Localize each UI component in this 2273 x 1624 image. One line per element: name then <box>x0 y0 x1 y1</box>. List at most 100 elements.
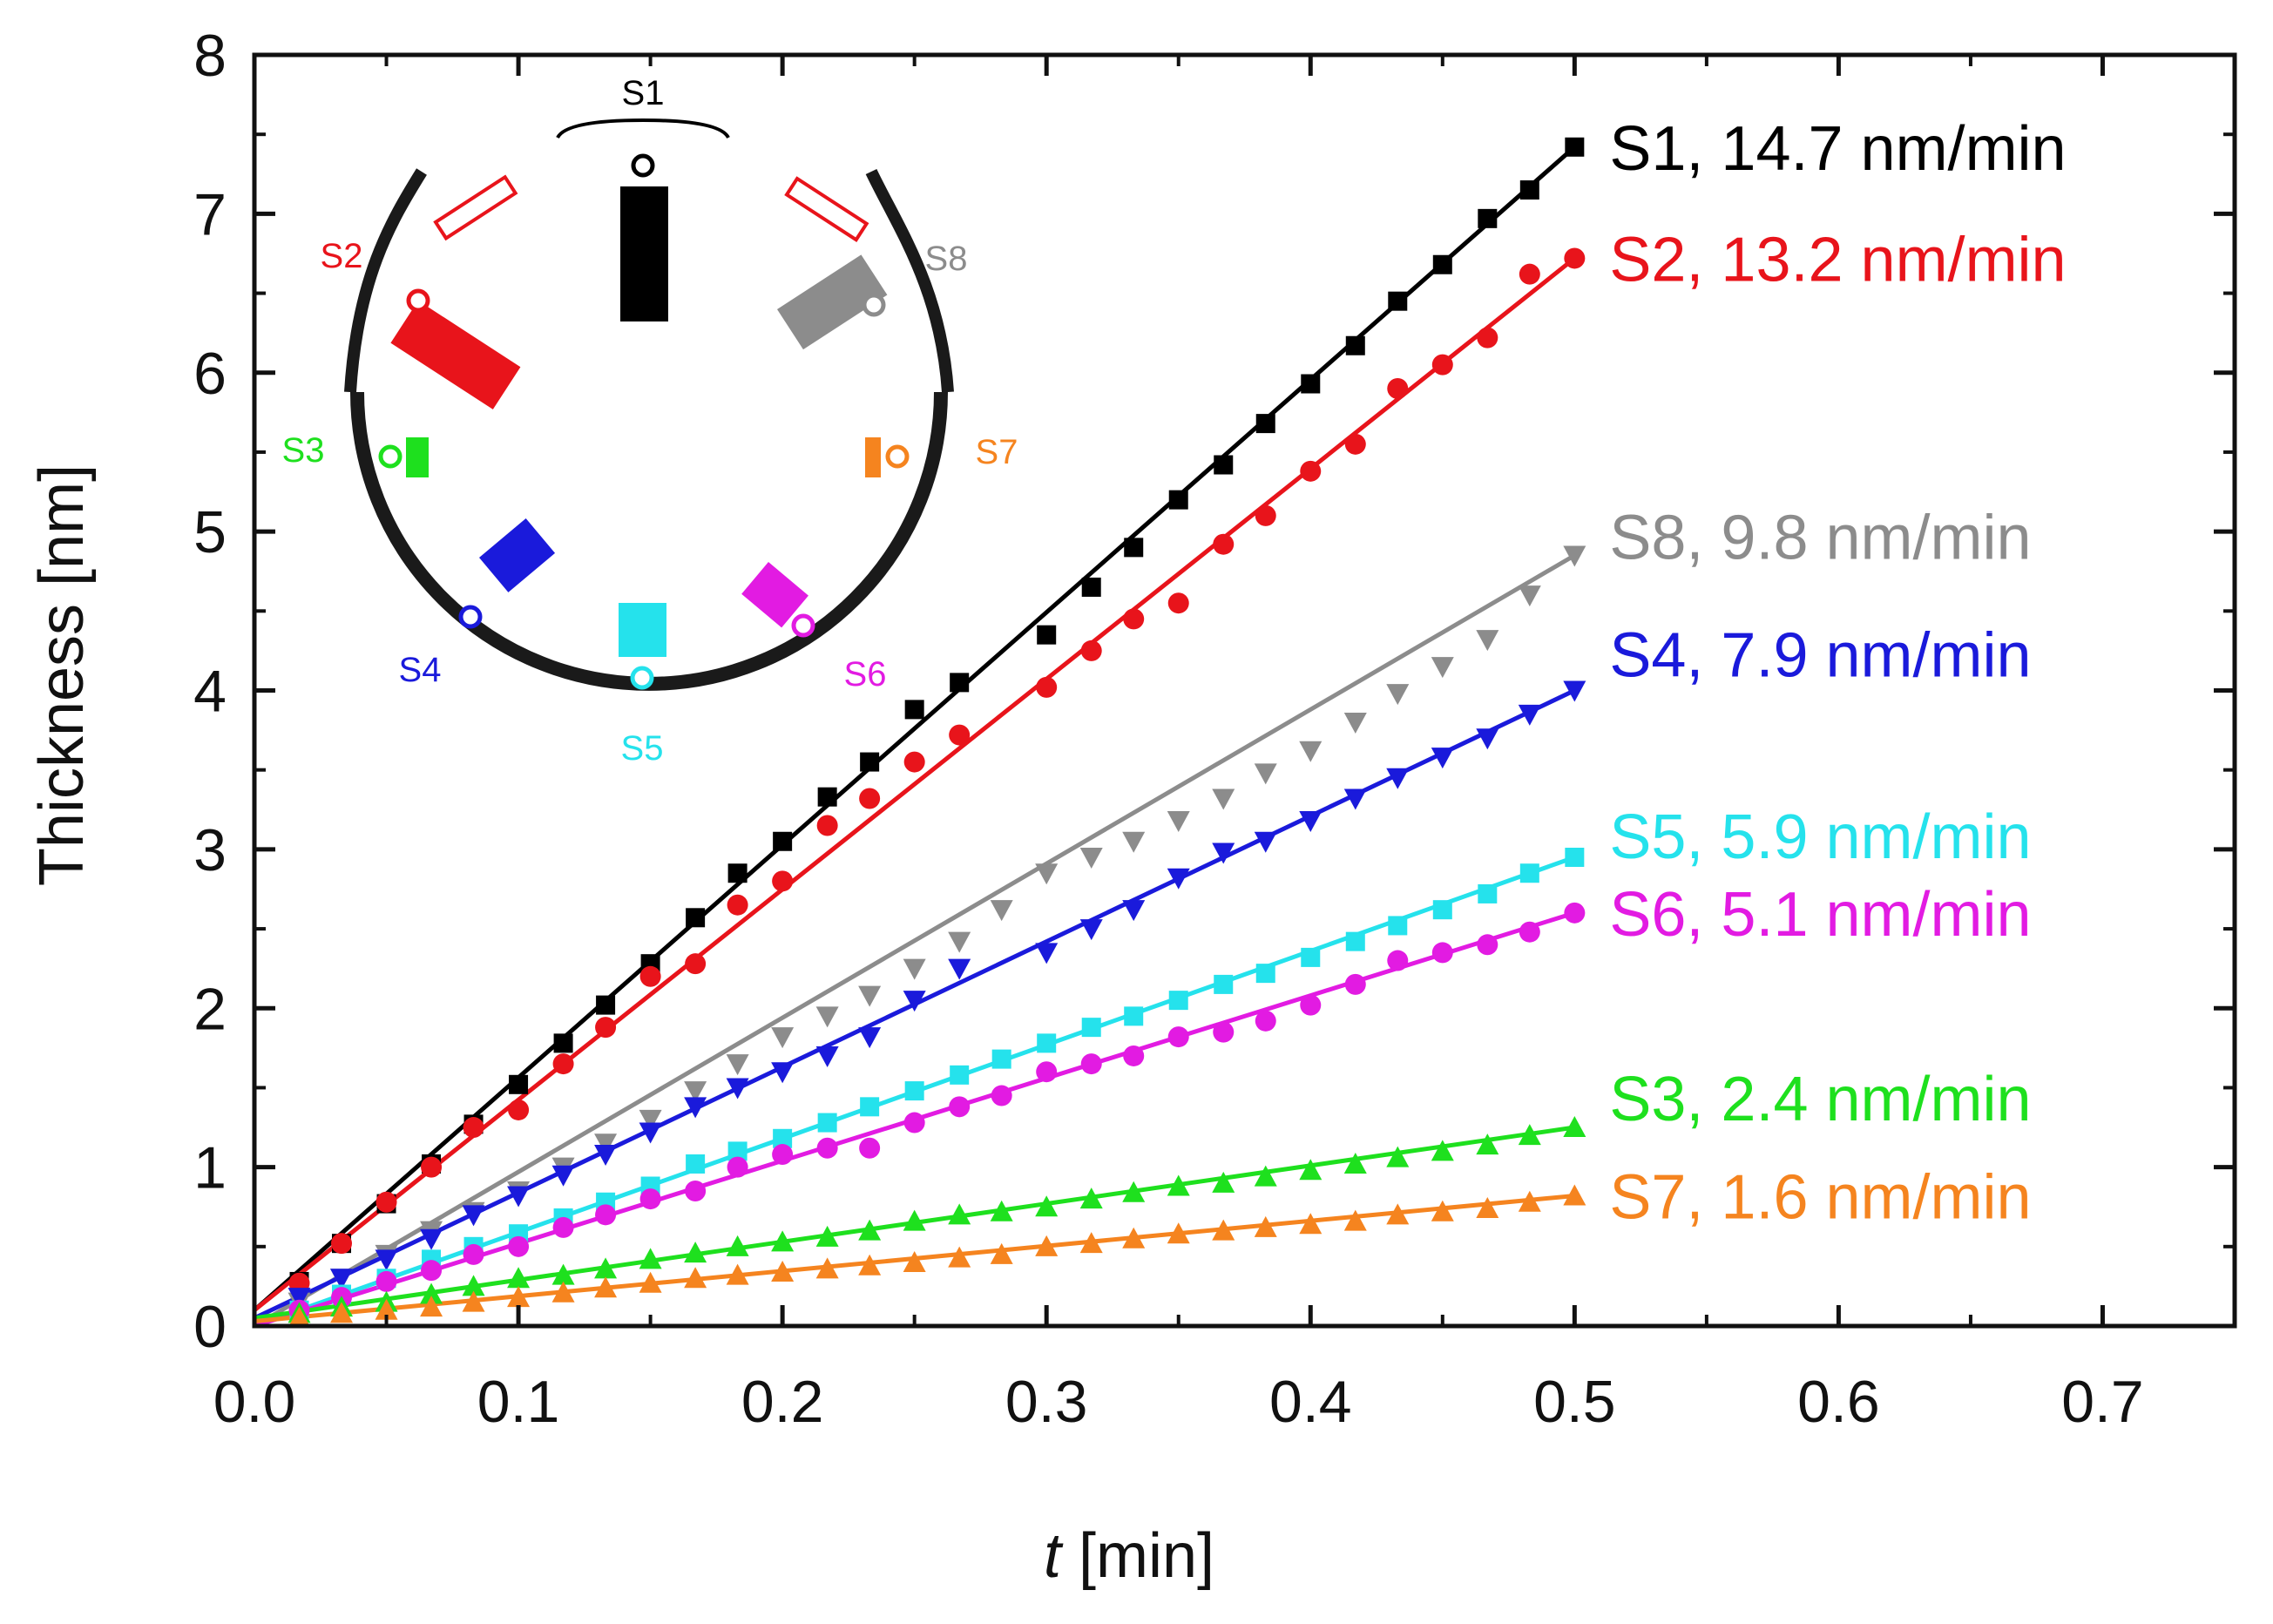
inset-label-s6: S6 <box>844 655 887 694</box>
marker-s1-22 <box>1301 374 1321 394</box>
marker-s6-11 <box>772 1144 794 1166</box>
inset-sensor-s7 <box>885 444 910 469</box>
marker-s7-2 <box>375 1298 398 1320</box>
marker-s5-22 <box>1255 964 1275 984</box>
marker-s1-16 <box>1037 625 1057 645</box>
marker-s7-26 <box>1431 1200 1454 1221</box>
marker-s2-21 <box>1255 504 1276 526</box>
marker-s1-6 <box>553 1033 573 1053</box>
inset-label-s8: S8 <box>925 240 968 278</box>
marker-s1-18 <box>1124 538 1144 558</box>
marker-s8-26 <box>1431 657 1454 679</box>
series-label-s1: S1, 14.7 nm/min <box>1609 114 2066 184</box>
marker-s8-20 <box>1167 811 1190 833</box>
marker-s3-5 <box>507 1267 531 1289</box>
marker-s8-9 <box>684 1081 707 1103</box>
marker-s8-10 <box>726 1054 749 1076</box>
marker-s3-24 <box>1343 1152 1367 1174</box>
marker-s3-23 <box>1299 1159 1323 1181</box>
marker-s8-29 <box>1563 545 1586 567</box>
marker-s5-29 <box>1565 847 1585 867</box>
marker-s4-3 <box>420 1228 443 1250</box>
marker-s4-21 <box>1254 831 1277 853</box>
series-label-s8: S8, 9.8 nm/min <box>1609 503 2031 572</box>
marker-s2-17 <box>1080 639 1102 661</box>
marker-s4-23 <box>1343 788 1367 810</box>
marker-s2-18 <box>1123 608 1145 630</box>
series-label-s2: S2, 13.2 nm/min <box>1609 225 2066 294</box>
marker-s2-16 <box>1036 676 1058 698</box>
marker-s5-14 <box>904 1081 924 1101</box>
marker-s5-18 <box>1081 1018 1101 1038</box>
x-tick-label-5: 0.5 <box>1533 1369 1616 1435</box>
marker-s7-21 <box>1212 1219 1235 1241</box>
marker-s6-19 <box>1123 1045 1145 1066</box>
marker-s4-16 <box>1035 943 1059 964</box>
marker-s3-4 <box>462 1275 485 1296</box>
inset-target-s1 <box>620 186 668 321</box>
marker-s4-14 <box>903 991 926 1012</box>
marker-s6-17 <box>1036 1061 1058 1083</box>
marker-s4-18 <box>1122 900 1146 922</box>
marker-s5-26 <box>1432 900 1452 920</box>
inset-target-s4 <box>479 518 556 592</box>
marker-s8-17 <box>1035 863 1059 885</box>
marker-s6-28 <box>1519 921 1540 943</box>
marker-s4-0 <box>288 1288 311 1309</box>
marker-s3-7 <box>594 1257 618 1279</box>
x-tick-label-6: 0.6 <box>1797 1369 1880 1435</box>
marker-s4-13 <box>858 1027 882 1049</box>
marker-s6-22 <box>1255 1010 1276 1032</box>
marker-s5-23 <box>1301 947 1321 967</box>
x-tick-label-4: 0.4 <box>1269 1369 1352 1435</box>
marker-s2-5 <box>508 1099 530 1120</box>
marker-s3-3 <box>420 1282 443 1304</box>
marker-s3-9 <box>684 1242 707 1263</box>
inset-s1-holder <box>556 118 730 139</box>
marker-s1-12 <box>817 787 837 807</box>
marker-s8-23 <box>1299 741 1323 762</box>
y-tick-label-8: 8 <box>193 23 227 89</box>
marker-s3-20 <box>1167 1174 1190 1196</box>
marker-s4-17 <box>1079 919 1103 941</box>
marker-s7-15 <box>948 1246 971 1268</box>
marker-s3-12 <box>815 1225 839 1247</box>
marker-s1-5 <box>509 1074 529 1094</box>
marker-s8-8 <box>639 1109 662 1131</box>
marker-s4-27 <box>1518 704 1541 726</box>
marker-s1-27 <box>1519 180 1539 200</box>
marker-s8-22 <box>1254 763 1277 785</box>
series-labels: S1, 14.7 nm/min S2, 13.2 nm/min S8, 9.8 nm… <box>1609 114 2066 1233</box>
inset-sensor-s3 <box>378 444 403 469</box>
marker-s5-27 <box>1478 883 1498 903</box>
marker-s6-5 <box>508 1235 530 1257</box>
marker-s4-9 <box>684 1097 707 1119</box>
marker-s4-11 <box>771 1062 795 1084</box>
marker-s7-13 <box>858 1254 882 1276</box>
marker-s2-23 <box>1344 433 1366 455</box>
marker-s5-21 <box>1214 974 1234 994</box>
marker-s7-25 <box>1386 1203 1410 1225</box>
marker-s2-6 <box>552 1053 574 1075</box>
marker-s8-13 <box>858 985 882 1007</box>
marker-s3-28 <box>1518 1124 1541 1146</box>
chamber-inset-diagram: S1 S2 S8 S3 S7 S4 S5 S6 <box>282 74 1018 768</box>
inset-target-s7 <box>865 437 881 477</box>
marker-s5-13 <box>860 1097 880 1117</box>
marker-s5-25 <box>1388 916 1408 936</box>
marker-s1-26 <box>1478 208 1498 228</box>
marker-s7-7 <box>594 1276 618 1298</box>
marker-s1-19 <box>1168 490 1188 510</box>
inset-sensor-s4 <box>458 605 483 629</box>
marker-s2-13 <box>859 788 881 809</box>
marker-s1-15 <box>950 673 970 693</box>
marker-s7-27 <box>1476 1197 1499 1219</box>
marker-s7-11 <box>771 1260 795 1282</box>
marker-s6-4 <box>463 1243 484 1265</box>
marker-s4-28 <box>1563 680 1586 702</box>
x-axis-title: t [min] <box>1044 1521 1214 1591</box>
axes: 0.0 0.1 0.2 0.3 0.4 0.5 0.6 0.7 0 1 2 3 4 5 6 7 8 <box>193 23 2237 1435</box>
marker-s1-7 <box>596 995 616 1015</box>
marker-s6-10 <box>727 1156 748 1178</box>
